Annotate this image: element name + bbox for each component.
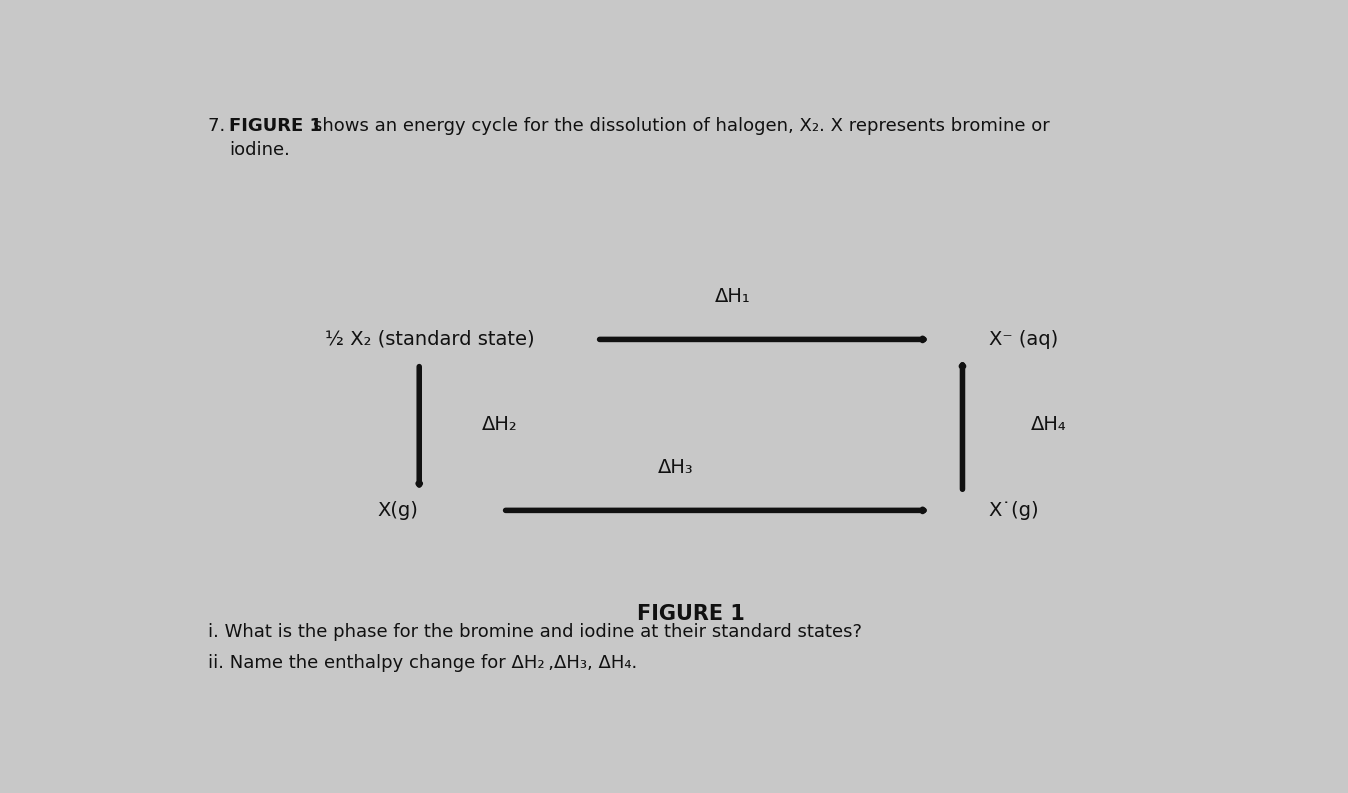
- Text: X⁻ (aq): X⁻ (aq): [988, 330, 1058, 349]
- Text: ΔH₃: ΔH₃: [658, 458, 693, 477]
- Text: iodine.: iodine.: [229, 141, 290, 159]
- Text: ½ X₂ (standard state): ½ X₂ (standard state): [325, 330, 535, 349]
- Text: i. What is the phase for the bromine and iodine at their standard states?: i. What is the phase for the bromine and…: [208, 623, 863, 642]
- Text: X(g): X(g): [377, 501, 419, 520]
- Text: shows an energy cycle for the dissolution of halogen, X₂. X represents bromine o: shows an energy cycle for the dissolutio…: [313, 117, 1050, 135]
- Text: ΔH₄: ΔH₄: [1030, 416, 1066, 435]
- Text: X˙(g): X˙(g): [988, 501, 1039, 520]
- Text: ΔH₂: ΔH₂: [483, 416, 518, 435]
- Text: ii. Name the enthalpy change for ΔH₂ ,ΔH₃, ΔH₄.: ii. Name the enthalpy change for ΔH₂ ,ΔH…: [208, 654, 638, 672]
- Text: ΔH₁: ΔH₁: [714, 287, 751, 306]
- Text: FIGURE 1: FIGURE 1: [636, 604, 745, 624]
- Text: FIGURE 1: FIGURE 1: [229, 117, 322, 135]
- Text: 7.: 7.: [208, 117, 232, 135]
